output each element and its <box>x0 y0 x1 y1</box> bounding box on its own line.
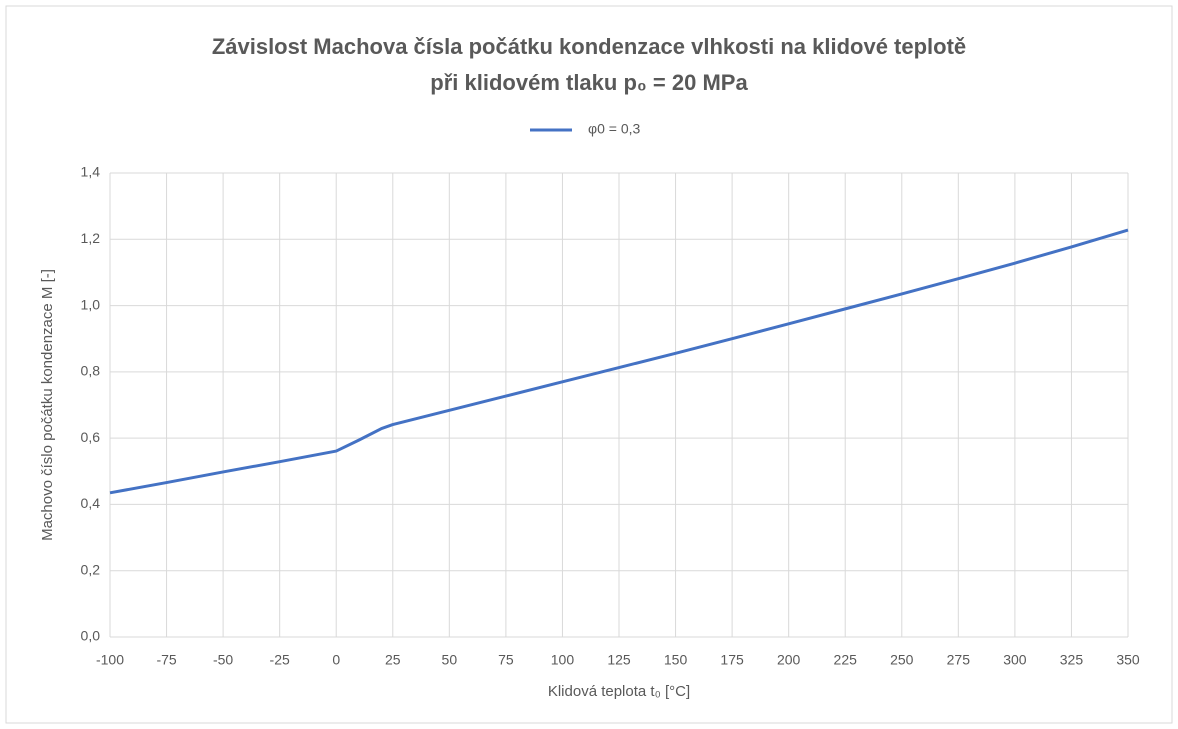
y-tick-label: 1,0 <box>81 296 101 312</box>
y-tick-label: 1,2 <box>81 230 101 246</box>
x-tick-label: 300 <box>1003 652 1027 668</box>
y-tick-label: 0,4 <box>81 495 101 511</box>
y-tick-label: 0,2 <box>81 561 101 577</box>
x-tick-label: 200 <box>777 652 801 668</box>
x-tick-label: 350 <box>1116 652 1140 668</box>
x-tick-label: 50 <box>442 652 458 668</box>
x-tick-label: 0 <box>332 652 340 668</box>
x-tick-label: 250 <box>890 652 914 668</box>
x-tick-label: 150 <box>664 652 688 668</box>
y-tick-label: 0,6 <box>81 429 101 445</box>
x-tick-label: -50 <box>213 652 233 668</box>
x-tick-label: -25 <box>270 652 290 668</box>
chart-title: Závislost Machova čísla počátku kondenza… <box>212 34 966 59</box>
data-line <box>109 228 1129 495</box>
x-tick-label: 100 <box>551 652 575 668</box>
x-tick-label: 25 <box>385 652 401 668</box>
chart-subtitle: při klidovém tlaku p₀ = 20 MPa <box>430 70 748 95</box>
x-tick-label: 325 <box>1060 652 1084 668</box>
x-axis-label: Klidová teplota t₀ [°C] <box>548 683 690 700</box>
chart-frame <box>5 5 1173 724</box>
y-tick-label: 0,0 <box>81 628 101 644</box>
y-tick-label: 0,8 <box>81 363 101 379</box>
x-tick-label: -75 <box>156 652 176 668</box>
y-tick-label: 1,4 <box>81 164 101 180</box>
legend-label: φ0 = 0,3 <box>588 121 640 137</box>
y-axis-label: Machovo číslo počátku kondenzace M [-] <box>39 269 56 541</box>
x-tick-label: -100 <box>96 652 124 668</box>
x-tick-label: 125 <box>607 652 631 668</box>
x-tick-label: 275 <box>947 652 971 668</box>
x-tick-label: 225 <box>834 652 858 668</box>
x-tick-label: 75 <box>498 652 514 668</box>
x-tick-label: 175 <box>720 652 744 668</box>
